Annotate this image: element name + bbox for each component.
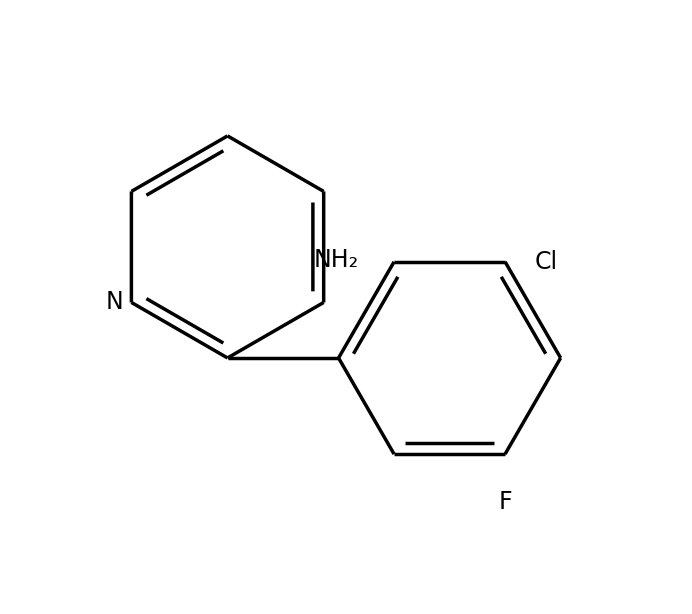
Text: Cl: Cl [535, 250, 558, 274]
Text: NH₂: NH₂ [313, 249, 358, 273]
Text: F: F [498, 490, 512, 514]
Text: N: N [106, 290, 123, 314]
